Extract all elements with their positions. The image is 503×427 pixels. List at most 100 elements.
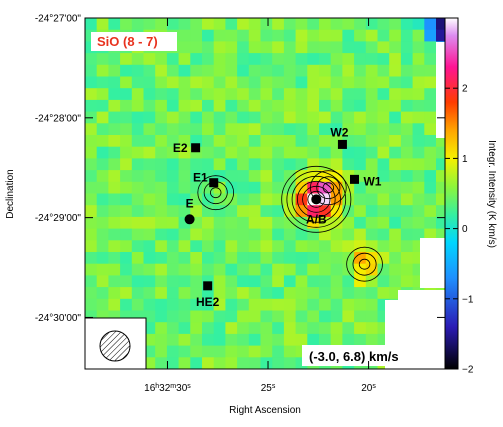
map-pixel bbox=[178, 193, 191, 206]
map-pixel bbox=[155, 287, 168, 300]
map-pixel bbox=[319, 111, 332, 124]
map-pixel bbox=[330, 333, 343, 346]
map-pixel bbox=[213, 111, 226, 124]
map-pixel bbox=[365, 228, 378, 241]
source-label: W1 bbox=[363, 174, 381, 188]
map-pixel bbox=[190, 76, 203, 89]
map-pixel bbox=[202, 64, 215, 77]
map-pixel bbox=[260, 287, 273, 300]
map-pixel bbox=[131, 193, 144, 206]
map-pixel bbox=[225, 18, 238, 31]
map-pixel bbox=[178, 18, 191, 31]
colorbar-tick-label: 0 bbox=[462, 224, 468, 235]
map-pixel bbox=[96, 88, 109, 101]
map-pixel bbox=[108, 298, 121, 311]
map-pixel bbox=[248, 99, 261, 112]
map-pixel bbox=[412, 53, 425, 66]
map-pixel bbox=[319, 135, 332, 148]
map-pixel bbox=[354, 135, 367, 148]
map-pixel bbox=[295, 287, 308, 300]
map-pixel bbox=[283, 181, 296, 194]
map-pixel bbox=[424, 76, 437, 89]
map-pixel bbox=[260, 99, 273, 112]
map-pixel bbox=[178, 64, 191, 77]
map-pixel bbox=[307, 99, 320, 112]
map-pixel bbox=[330, 29, 343, 42]
source-label: E2 bbox=[173, 141, 188, 155]
map-pixel bbox=[272, 263, 285, 276]
map-pixel bbox=[85, 135, 98, 148]
map-pixel bbox=[354, 240, 367, 253]
map-pixel bbox=[342, 29, 355, 42]
map-pixel bbox=[412, 135, 425, 148]
map-pixel bbox=[365, 287, 378, 300]
map-pixel bbox=[365, 123, 378, 136]
map-pixel bbox=[283, 357, 296, 369]
map-pixel bbox=[248, 53, 261, 66]
blank-region bbox=[398, 290, 445, 300]
map-pixel bbox=[307, 18, 320, 31]
map-pixel bbox=[96, 135, 109, 148]
map-pixel bbox=[283, 228, 296, 241]
contour bbox=[358, 258, 371, 270]
map-pixel bbox=[131, 158, 144, 171]
map-pixel bbox=[389, 193, 402, 206]
map-pixel bbox=[354, 99, 367, 112]
map-pixel bbox=[143, 170, 156, 183]
map-pixel bbox=[389, 18, 402, 31]
map-pixel bbox=[225, 322, 238, 335]
y-tick-label: -24°30'00" bbox=[35, 313, 82, 324]
map-pixel bbox=[213, 193, 226, 206]
map-pixel bbox=[260, 205, 273, 218]
map-pixel bbox=[178, 158, 191, 171]
map-pixel bbox=[143, 275, 156, 288]
map-pixel bbox=[85, 158, 98, 171]
map-pixel bbox=[85, 18, 98, 31]
map-pixel bbox=[389, 41, 402, 54]
map-pixel bbox=[260, 76, 273, 89]
map-pixel bbox=[143, 99, 156, 112]
map-pixel bbox=[213, 298, 226, 311]
map-pixel bbox=[365, 18, 378, 31]
map-pixel bbox=[272, 111, 285, 124]
map-pixel bbox=[108, 18, 121, 31]
map-pixel bbox=[260, 53, 273, 66]
map-pixel bbox=[424, 53, 437, 66]
map-pixel bbox=[155, 298, 168, 311]
map-pixel bbox=[178, 322, 191, 335]
map-pixel bbox=[178, 181, 191, 194]
map-pixel bbox=[400, 240, 413, 253]
map-pixel bbox=[424, 41, 437, 54]
map-pixel bbox=[354, 310, 367, 323]
map-pixel bbox=[319, 240, 332, 253]
map-pixel bbox=[272, 123, 285, 136]
map-pixel bbox=[260, 181, 273, 194]
map-pixel bbox=[143, 88, 156, 101]
map-pixel bbox=[225, 193, 238, 206]
map-pixel bbox=[248, 333, 261, 346]
map-pixel bbox=[272, 216, 285, 229]
map-pixel bbox=[400, 123, 413, 136]
map-pixel bbox=[120, 18, 133, 31]
map-pixel bbox=[131, 111, 144, 124]
map-pixel bbox=[330, 64, 343, 77]
map-pixel bbox=[120, 240, 133, 253]
map-pixel bbox=[213, 123, 226, 136]
map-pixel bbox=[237, 310, 250, 323]
map-pixel bbox=[377, 240, 390, 253]
map-pixel bbox=[190, 41, 203, 54]
map-pixel bbox=[155, 146, 168, 159]
map-pixel bbox=[237, 18, 250, 31]
map-pixel bbox=[272, 310, 285, 323]
x-tick-label: 25s bbox=[261, 383, 276, 395]
map-pixel bbox=[354, 298, 367, 311]
map-pixel bbox=[85, 88, 98, 101]
map-pixel bbox=[389, 205, 402, 218]
map-pixel bbox=[307, 123, 320, 136]
map-pixel bbox=[354, 146, 367, 159]
map-pixel bbox=[166, 275, 179, 288]
map-pixel bbox=[190, 99, 203, 112]
source-marker bbox=[191, 143, 201, 153]
map-pixel bbox=[166, 287, 179, 300]
map-pixel bbox=[400, 146, 413, 159]
